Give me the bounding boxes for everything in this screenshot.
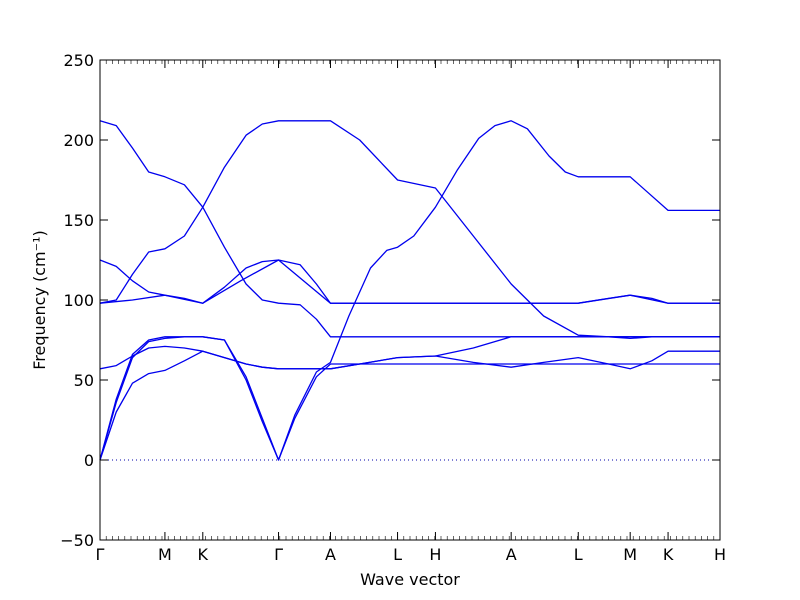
x-tick-label: Γ	[96, 545, 105, 564]
band-line-2	[99, 336, 720, 461]
x-tick-label: Γ	[274, 545, 283, 564]
y-axis-label: Frequency (cm⁻¹)	[30, 230, 49, 369]
y-tick-label: 150	[63, 211, 94, 230]
x-tick-label: K	[663, 545, 674, 564]
y-tick-label: 100	[63, 291, 94, 310]
series-layer	[99, 120, 720, 461]
y-tick-label: −50	[60, 531, 94, 550]
band-line-4	[99, 345, 720, 370]
band-line-8	[99, 259, 720, 304]
y-axis: −50 0 50 100 150 200 250	[60, 51, 720, 550]
minor-ticks	[99, 60, 715, 540]
x-tick-label: A	[325, 545, 336, 564]
x-tick-label: H	[429, 545, 441, 564]
x-axis-label: Wave vector	[360, 570, 460, 589]
x-tick-label: L	[393, 545, 402, 564]
x-tick-label: M	[623, 545, 637, 564]
y-tick-label: 0	[84, 451, 94, 470]
x-tick-label: H	[714, 545, 726, 564]
x-tick-label: K	[198, 545, 209, 564]
plot-area	[99, 60, 720, 540]
band-line-7	[99, 120, 720, 338]
x-tick-label: A	[506, 545, 517, 564]
x-tick-label: L	[574, 545, 583, 564]
y-tick-label: 250	[63, 51, 94, 70]
y-tick-label: 50	[74, 371, 94, 390]
y-tick-label: 200	[63, 131, 94, 150]
x-tick-label: M	[158, 545, 172, 564]
